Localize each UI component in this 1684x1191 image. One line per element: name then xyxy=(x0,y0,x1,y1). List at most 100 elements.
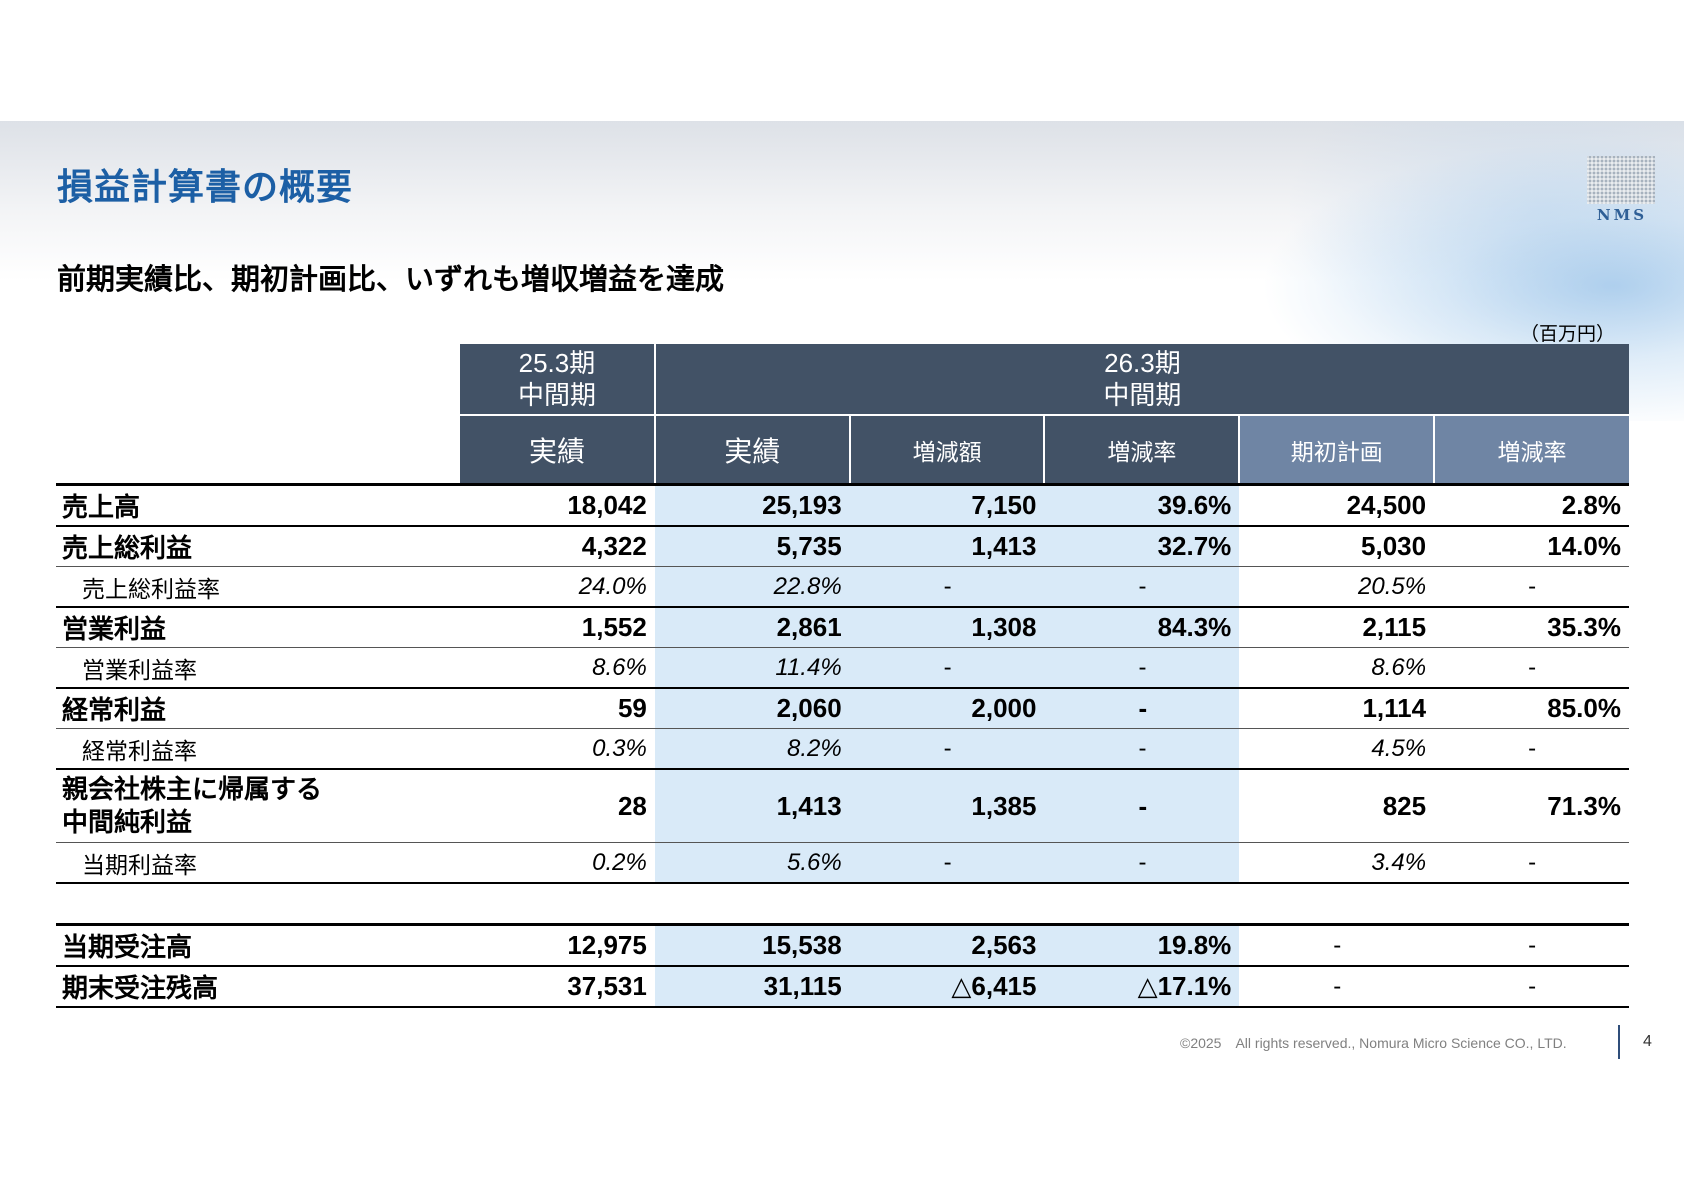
header-empty xyxy=(56,344,460,415)
table-row: 営業利益 1,552 2,861 1,308 84.3% 2,115 35.3% xyxy=(56,606,1629,648)
cell-change-amount: - xyxy=(849,842,1045,884)
cell-actual: 31,115 xyxy=(654,965,850,1008)
header-col-change-rate: 増減率 xyxy=(1043,414,1240,485)
cell-prev-actual: 4,322 xyxy=(460,525,655,567)
company-logo: NMS xyxy=(1587,156,1657,224)
cell-prev-actual: 28 xyxy=(460,768,655,843)
row-label: 経常利益率 xyxy=(56,728,461,769)
cell-actual: 5,735 xyxy=(654,525,850,567)
cell-plan-rate: - xyxy=(1434,566,1629,607)
cell-change-rate: △17.1% xyxy=(1044,965,1240,1008)
table-row: 当期受注高 12,975 15,538 2,563 19.8% - - xyxy=(56,923,1629,966)
row-label: 期末受注残高 xyxy=(56,965,461,1008)
cell-prev-actual: 59 xyxy=(460,687,655,729)
logo-mark-icon xyxy=(1587,156,1655,204)
cell-change-amount: - xyxy=(849,566,1045,607)
cell-change-amount: 2,563 xyxy=(849,923,1045,966)
cell-prev-actual: 8.6% xyxy=(460,647,655,688)
cell-change-rate: 32.7% xyxy=(1044,525,1240,567)
cell-plan-rate: - xyxy=(1434,728,1629,769)
cell-plan: 5,030 xyxy=(1239,525,1435,567)
cell-prev-actual: 1,552 xyxy=(460,606,655,648)
header-col-change-amount: 増減額 xyxy=(848,414,1045,485)
row-label: 営業利益 xyxy=(56,606,461,648)
cell-plan: 2,115 xyxy=(1239,606,1435,648)
cell-actual: 2,060 xyxy=(654,687,850,729)
header-col-plan: 期初計画 xyxy=(1238,414,1435,485)
row-label: 当期利益率 xyxy=(56,842,461,884)
cell-change-rate: - xyxy=(1044,728,1240,769)
copyright-footer: ©2025 All rights reserved., Nomura Micro… xyxy=(1180,1035,1567,1051)
cell-change-rate: 84.3% xyxy=(1044,606,1240,648)
cell-change-rate: 39.6% xyxy=(1044,483,1240,526)
cell-plan-rate: 2.8% xyxy=(1434,483,1629,526)
cell-prev-actual: 12,975 xyxy=(460,923,655,966)
cell-plan-rate: - xyxy=(1434,647,1629,688)
cell-plan: 1,114 xyxy=(1239,687,1435,729)
table-row: 期末受注残高 37,531 31,115 △6,415 △17.1% - - xyxy=(56,965,1629,1008)
cell-actual: 8.2% xyxy=(654,728,850,769)
cell-prev-actual: 18,042 xyxy=(460,483,655,526)
footer-divider xyxy=(1618,1025,1620,1059)
cell-plan: - xyxy=(1239,965,1435,1008)
cell-plan: - xyxy=(1239,923,1435,966)
cell-change-amount: - xyxy=(849,728,1045,769)
cell-plan: 24,500 xyxy=(1239,483,1435,526)
cell-change-amount: - xyxy=(849,647,1045,688)
cell-actual: 1,413 xyxy=(654,768,850,843)
page-title: 損益計算書の概要 xyxy=(57,167,354,208)
cell-change-amount: 1,308 xyxy=(849,606,1045,648)
unit-label: （百万円） xyxy=(1520,323,1616,345)
cell-plan: 8.6% xyxy=(1239,647,1435,688)
table-row: 当期利益率 0.2% 5.6% - - 3.4% - xyxy=(56,842,1629,884)
header-col-plan-rate: 増減率 xyxy=(1433,414,1629,485)
table-row: 経常利益率 0.3% 8.2% - - 4.5% - xyxy=(56,728,1629,769)
cell-change-amount: △6,415 xyxy=(849,965,1045,1008)
cell-plan-rate: - xyxy=(1434,965,1629,1008)
cell-prev-actual: 24.0% xyxy=(460,566,655,607)
row-label: 売上総利益率 xyxy=(56,566,461,607)
page-subtitle: 前期実績比、期初計画比、いずれも増収増益を達成 xyxy=(57,262,725,296)
income-statement-table: 25.3期 中間期 26.3期 中間期 実績 実績 増減額 増減率 期初計画 増… xyxy=(56,344,1629,1008)
table-row: 売上総利益 4,322 5,735 1,413 32.7% 5,030 14.0… xyxy=(56,525,1629,567)
cell-change-rate: - xyxy=(1044,647,1240,688)
cell-change-amount: 2,000 xyxy=(849,687,1045,729)
table-row: 営業利益率 8.6% 11.4% - - 8.6% - xyxy=(56,647,1629,688)
page-number: 4 xyxy=(1643,1033,1652,1050)
cell-plan-rate: 35.3% xyxy=(1434,606,1629,648)
table-row: 親会社株主に帰属する 中間純利益 28 1,413 1,385 - 825 71… xyxy=(56,768,1629,843)
cell-actual: 25,193 xyxy=(654,483,850,526)
cell-prev-actual: 0.2% xyxy=(460,842,655,884)
row-label: 売上高 xyxy=(56,483,461,526)
row-label: 売上総利益 xyxy=(56,525,461,567)
cell-prev-actual: 37,531 xyxy=(460,965,655,1008)
cell-plan-rate: - xyxy=(1434,923,1629,966)
cell-change-amount: 1,413 xyxy=(849,525,1045,567)
row-label: 親会社株主に帰属する 中間純利益 xyxy=(56,768,461,843)
logo-text: NMS xyxy=(1596,206,1648,224)
cell-actual: 2,861 xyxy=(654,606,850,648)
row-label: 当期受注高 xyxy=(56,923,461,966)
cell-actual: 15,538 xyxy=(654,923,850,966)
cell-plan-rate: - xyxy=(1434,842,1629,884)
table-row: 経常利益 59 2,060 2,000 - 1,114 85.0% xyxy=(56,687,1629,729)
cell-plan-rate: 14.0% xyxy=(1434,525,1629,567)
cell-actual: 5.6% xyxy=(654,842,850,884)
header-prev-period: 25.3期 中間期 xyxy=(460,344,655,415)
cell-change-rate: 19.8% xyxy=(1044,923,1240,966)
cell-change-amount: 1,385 xyxy=(849,768,1045,843)
header-col-actual: 実績 xyxy=(653,414,850,485)
cell-plan-rate: 85.0% xyxy=(1434,687,1629,729)
cell-change-rate: - xyxy=(1044,687,1240,729)
cell-plan: 20.5% xyxy=(1239,566,1435,607)
row-label: 経常利益 xyxy=(56,687,461,729)
cell-plan: 4.5% xyxy=(1239,728,1435,769)
table-row: 売上総利益率 24.0% 22.8% - - 20.5% - xyxy=(56,566,1629,607)
header-col-prev-actual: 実績 xyxy=(460,414,655,485)
cell-plan: 3.4% xyxy=(1239,842,1435,884)
cell-actual: 11.4% xyxy=(654,647,850,688)
cell-actual: 22.8% xyxy=(654,566,850,607)
header-cur-period: 26.3期 中間期 xyxy=(653,344,1629,415)
header-empty-2 xyxy=(56,415,460,485)
cell-change-rate: - xyxy=(1044,842,1240,884)
